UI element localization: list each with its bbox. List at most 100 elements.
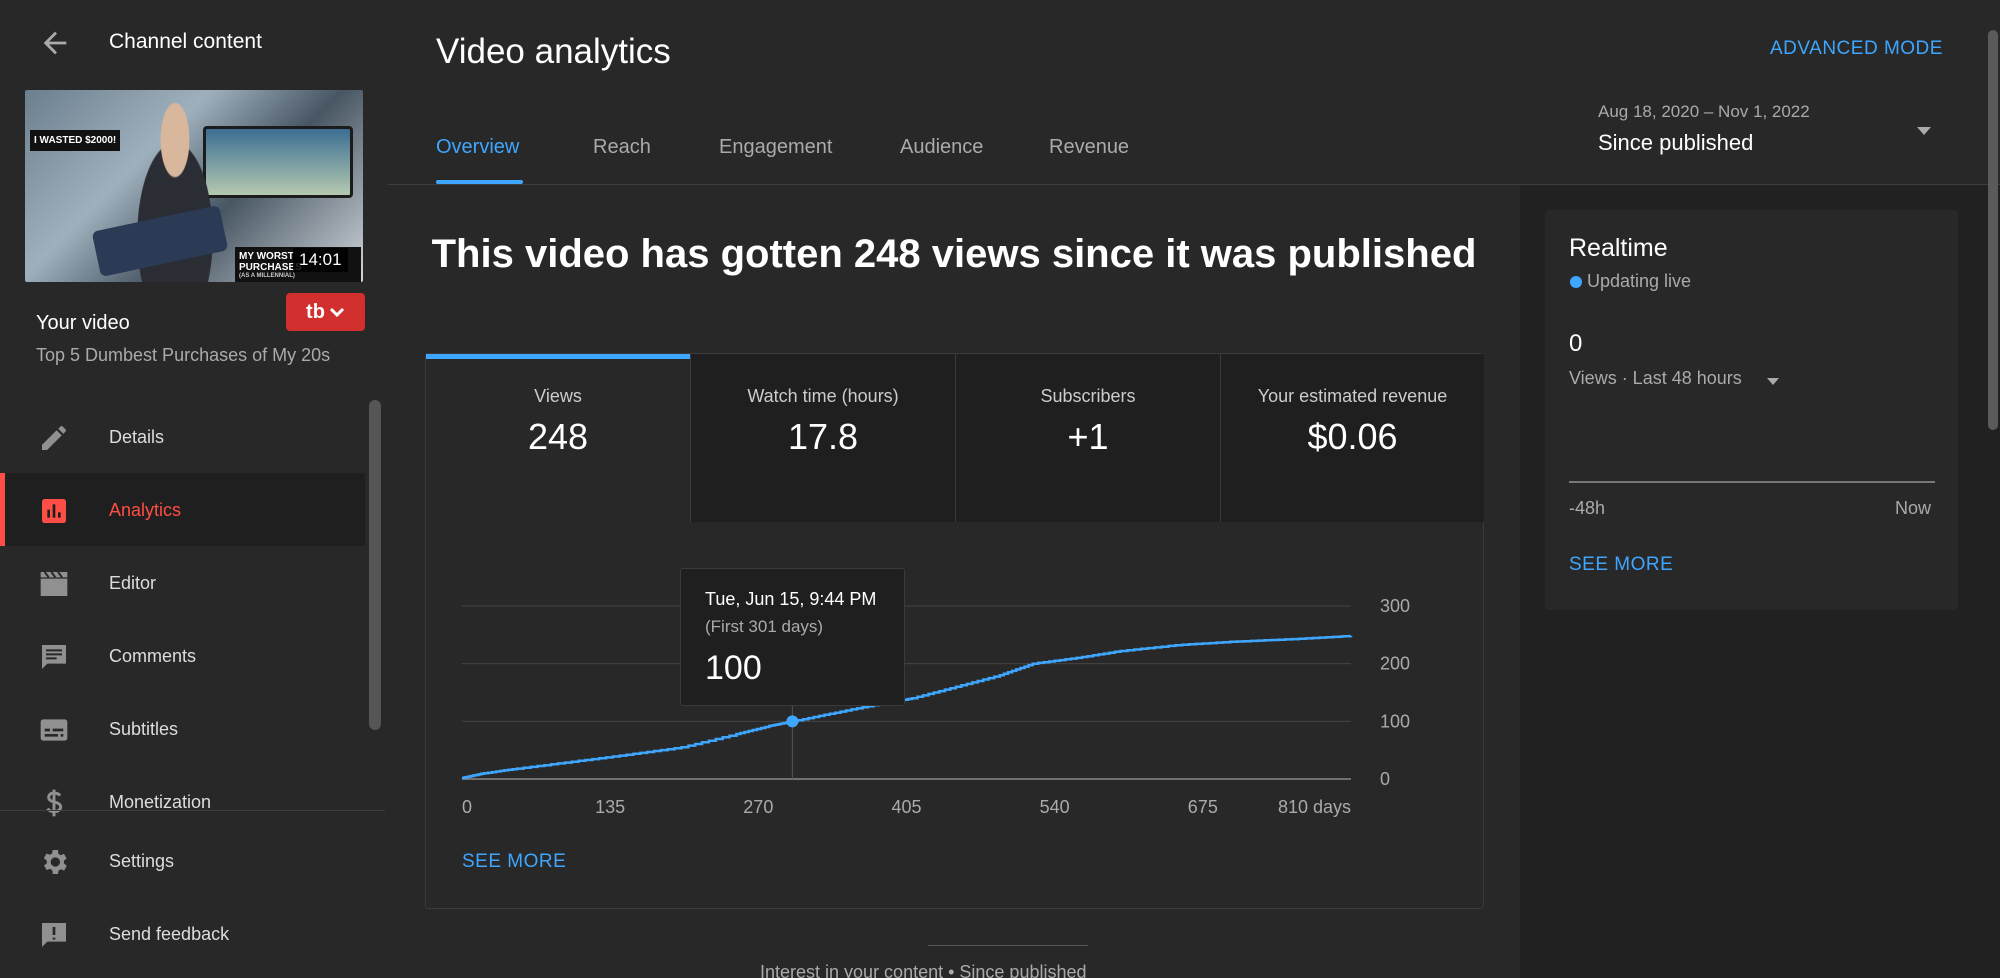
sidebar-item-send-feedback[interactable]: Send feedback	[0, 897, 365, 970]
realtime-card: Realtime Updating live 0 Views · Last 48…	[1545, 210, 1958, 610]
x-tick-label: 810 days	[1278, 797, 1351, 817]
video-thumbnail[interactable]: I WASTED $2000! MY WORST PURCHASES (AS A…	[25, 90, 363, 282]
sidebar-item-details[interactable]: Details	[0, 400, 365, 473]
metric-revenue[interactable]: Your estimated revenue $0.06	[1221, 354, 1484, 522]
live-dot-icon	[1570, 276, 1582, 288]
date-range-label: Since published	[1598, 130, 1754, 155]
x-tick-label: 675	[1188, 797, 1218, 817]
metric-value: +1	[1067, 416, 1109, 457]
metric-subscribers[interactable]: Subscribers +1	[956, 354, 1221, 522]
metric-active-bar	[426, 354, 690, 359]
analytics-icon	[42, 499, 66, 523]
sidebar-item-label: Send feedback	[109, 924, 230, 944]
caret-down-icon[interactable]	[1765, 376, 1781, 386]
advanced-mode-link[interactable]: ADVANCED MODE	[1770, 38, 1943, 59]
sidebar-bottom-nav: Settings Send feedback	[0, 824, 365, 970]
thumbnail-overlay-small: (AS A MILLENNIAL)	[239, 273, 295, 279]
sidebar-divider	[0, 810, 385, 811]
metric-views[interactable]: Views 248	[426, 354, 691, 522]
tubebuddy-button[interactable]: tb	[286, 293, 365, 331]
thumbnail-overlay-top: I WASTED $2000!	[30, 130, 121, 151]
sidebar-item-label: Editor	[109, 573, 157, 593]
sidebar-title: Channel content	[109, 30, 262, 53]
back-arrow-icon[interactable]	[38, 26, 72, 60]
sidebar-item-editor[interactable]: Editor	[0, 546, 365, 619]
realtime-axis-end: Now	[1895, 498, 1932, 518]
views-chart[interactable]: 0 100 200 300 0 135 270 405 540 675 810 days	[425, 520, 1484, 850]
x-tick-label: 270	[743, 797, 773, 817]
dollar-icon	[46, 789, 63, 817]
caret-down-icon[interactable]	[1914, 124, 1934, 138]
headline: This video has gotten 248 views since it…	[431, 232, 1477, 276]
sidebar-item-settings[interactable]: Settings	[0, 824, 365, 897]
sidebar-item-label: Monetization	[109, 792, 212, 812]
sidebar-item-comments[interactable]: Comments	[0, 619, 365, 692]
sidebar-item-monetization[interactable]: Monetization	[0, 765, 365, 838]
y-tick-label: 300	[1380, 596, 1410, 616]
hover-point	[786, 715, 799, 728]
metric-label: Subscribers	[1040, 386, 1136, 406]
tooltip-value: 100	[705, 649, 762, 687]
tab-active-indicator	[436, 180, 523, 184]
realtime-title: Realtime	[1569, 234, 1668, 262]
section-divider	[928, 945, 1088, 946]
metrics-card: Views 248 Watch time (hours) 17.8 Subscr…	[425, 353, 1484, 909]
realtime-axis	[1569, 481, 1935, 483]
tooltip-date: Tue, Jun 15, 9:44 PM	[705, 589, 877, 609]
realtime-axis-start: -48h	[1569, 498, 1606, 518]
realtime-status: Updating live	[1587, 271, 1692, 291]
metric-label: Watch time (hours)	[747, 386, 899, 406]
sidebar-item-label: Comments	[109, 646, 197, 666]
sidebar-nav: Details Analytics Editor Comments Subtit…	[0, 400, 365, 838]
tab-overview[interactable]: Overview	[436, 136, 520, 158]
sidebar-item-label: Subtitles	[109, 719, 179, 739]
date-range-text: Aug 18, 2020 – Nov 1, 2022	[1598, 102, 1810, 121]
see-more-button[interactable]: SEE MORE	[462, 851, 567, 872]
x-tick-label: 405	[891, 797, 921, 817]
metric-value: 248	[527, 416, 589, 457]
tab-audience[interactable]: Audience	[900, 136, 984, 158]
tab-engagement[interactable]: Engagement	[719, 136, 833, 158]
x-tick-label: 540	[1040, 797, 1070, 817]
y-tick-label: 0	[1380, 769, 1390, 789]
sidebar-item-label: Settings	[109, 851, 175, 871]
tab-revenue[interactable]: Revenue	[1049, 136, 1130, 158]
video-duration: 14:01	[293, 248, 348, 272]
sidebar-item-analytics[interactable]: Analytics	[0, 473, 365, 546]
realtime-metric-selector[interactable]: Views · Last 48 hours	[1569, 368, 1742, 388]
tubebuddy-logo: tb	[306, 300, 325, 323]
y-tick-label: 100	[1380, 711, 1410, 731]
sidebar-scrollbar[interactable]	[369, 400, 381, 730]
page-title: Video analytics	[436, 32, 671, 71]
y-tick-label: 200	[1380, 654, 1410, 674]
metric-value: 17.8	[787, 416, 859, 457]
realtime-value: 0	[1569, 330, 1583, 357]
chart-tooltip: Tue, Jun 15, 9:44 PM (First 301 days) 10…	[680, 568, 905, 706]
page-scrollbar[interactable]	[1988, 30, 1998, 430]
comment-icon	[42, 645, 66, 669]
tooltip-subtitle: (First 301 days)	[705, 617, 824, 636]
metric-label: Your estimated revenue	[1257, 386, 1448, 406]
tabs-divider	[388, 184, 2000, 185]
sidebar: Channel content I WASTED $2000! MY WORST…	[0, 0, 385, 978]
thumbnail-overlay-bottom-text: MY WORST PURCHASES	[239, 251, 302, 273]
x-tick-label: 0	[462, 797, 472, 817]
sidebar-item-label: Details	[109, 427, 165, 447]
views-series-line	[462, 634, 1353, 780]
gear-icon	[43, 850, 67, 874]
sidebar-item-label: Analytics	[109, 500, 182, 520]
clapperboard-icon	[40, 571, 68, 596]
sidebar-header: Channel content	[0, 0, 385, 86]
interest-heading: Interest in your content • Since publish…	[760, 962, 1087, 978]
x-tick-label: 135	[595, 797, 625, 817]
metric-value: $0.06	[1307, 416, 1398, 457]
feedback-icon	[42, 923, 66, 947]
realtime-see-more-button[interactable]: SEE MORE	[1569, 554, 1674, 575]
metric-watch-time[interactable]: Watch time (hours) 17.8	[691, 354, 956, 522]
subtitles-icon	[40, 719, 68, 741]
sidebar-item-subtitles[interactable]: Subtitles	[0, 692, 365, 765]
pencil-icon	[42, 426, 66, 450]
video-title: Top 5 Dumbest Purchases of My 20s	[36, 345, 331, 365]
tab-reach[interactable]: Reach	[593, 136, 651, 158]
